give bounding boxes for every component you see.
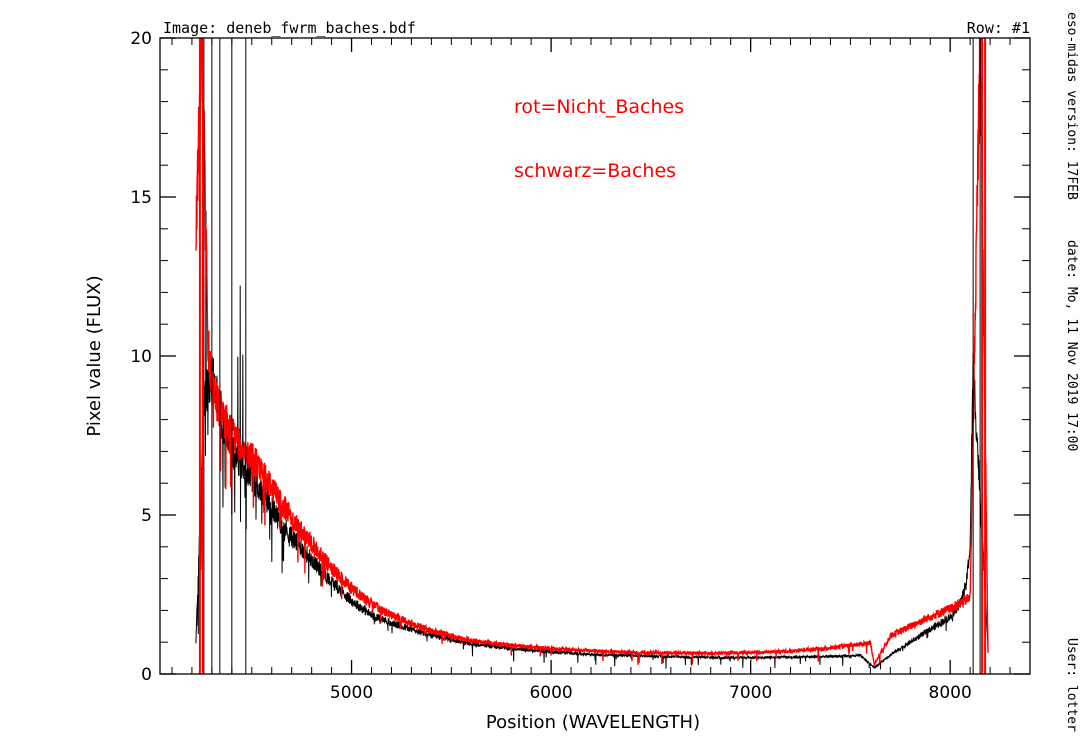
series-layer <box>195 38 989 674</box>
midas-version-label: eso-midas version: 17FEB <box>1064 12 1079 200</box>
annotation-black-legend: schwarz=Baches <box>514 160 676 182</box>
x-axis-label: Position (WAVELENGTH) <box>486 712 700 733</box>
y-tick-label: 10 <box>130 347 152 367</box>
y-tick-label: 15 <box>130 188 152 208</box>
y-tick-label: 5 <box>141 506 152 526</box>
series-line-baches <box>195 210 989 670</box>
y-axis-label: Pixel value (FLUX) <box>84 275 105 436</box>
row-label: Row: #1 <box>967 19 1030 37</box>
user-label: User: lotter <box>1064 638 1079 732</box>
y-tick-label: 20 <box>130 29 152 49</box>
ticks-layer: 5000 6000 7000 8000 0 5 10 15 20 <box>130 29 1030 703</box>
series-line-nicht-baches <box>195 38 989 667</box>
image-label: Image: deneb_fwrm_baches.bdf <box>163 19 416 37</box>
x-tick-label: 6000 <box>529 683 572 703</box>
date-label: date: Mo, 11 Nov 2019 17:00 <box>1064 240 1079 451</box>
annotation-red-legend: rot=Nicht_Baches <box>514 96 684 118</box>
x-tick-label: 8000 <box>929 683 972 703</box>
x-tick-label: 7000 <box>729 683 772 703</box>
y-tick-label: 0 <box>141 665 152 685</box>
x-tick-label: 5000 <box>330 683 373 703</box>
